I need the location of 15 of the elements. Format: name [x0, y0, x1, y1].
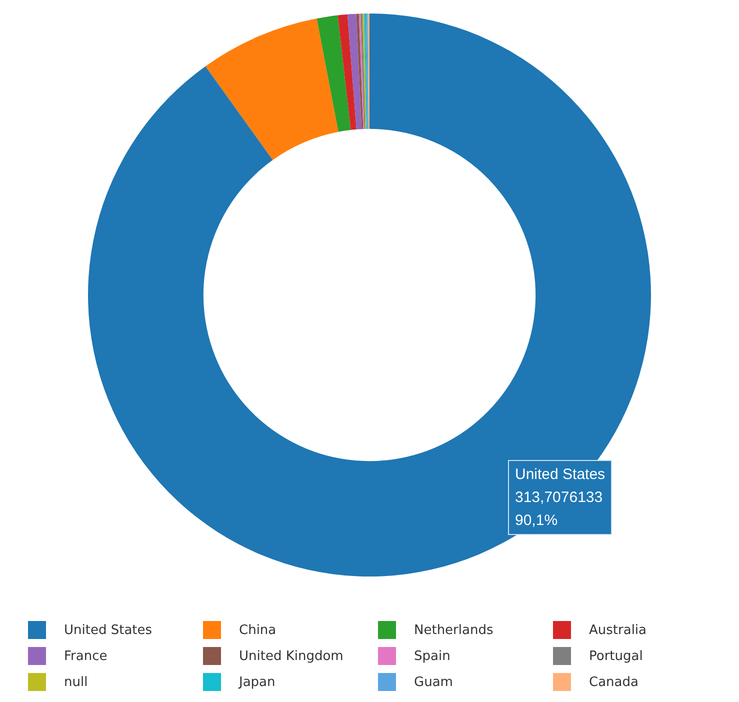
text: United States [515, 465, 606, 485]
legend-label: United States [64, 622, 152, 638]
text: 313,7076133 [515, 488, 604, 508]
legend-label: Netherlands [414, 622, 494, 638]
legend-label: France [64, 648, 108, 664]
legend-label: Canada [589, 674, 638, 690]
text: 90,1% [515, 511, 559, 531]
legend-label: Guam [414, 674, 453, 690]
legend-label: Portugal [589, 648, 643, 664]
legend-label: China [239, 622, 276, 638]
legend-label: Japan [239, 674, 276, 690]
legend-label: Australia [589, 622, 647, 638]
legend-label: United Kingdom [239, 648, 344, 664]
legend-label: Spain [414, 648, 450, 664]
legend-label: null [64, 674, 88, 690]
